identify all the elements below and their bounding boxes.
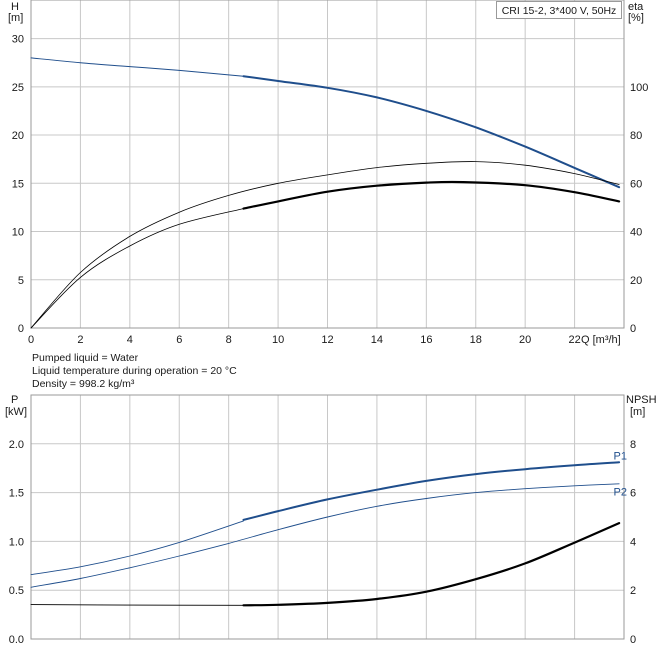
power-axis-unit: [kW]: [5, 406, 27, 418]
series-line: [242, 461, 621, 521]
plot-frame: [30, 394, 625, 640]
series-line: [30, 520, 244, 576]
y-right-tick-label: 2: [630, 585, 636, 597]
npsh-axis-label: NPSH: [626, 394, 657, 406]
y-right-tick-label: 40: [630, 227, 642, 239]
series-line: [242, 522, 621, 607]
y-right-tick-label: 80: [630, 130, 642, 142]
y-left-tick-label: 15: [12, 178, 24, 190]
flow-axis-label: Q [m³/h]: [581, 334, 621, 346]
series-line: [30, 604, 244, 606]
x-tick-label: 14: [371, 334, 383, 346]
y-left-tick-label: 0.5: [9, 585, 24, 597]
y-left-tick-label: 1.5: [9, 488, 24, 500]
y-left-tick-label: 0: [18, 323, 24, 335]
curves: [30, 57, 621, 607]
x-tick-label: 6: [176, 334, 182, 346]
head-axis-label: H: [11, 1, 19, 13]
series-line: [30, 161, 620, 329]
eta-axis-label: eta: [628, 1, 644, 13]
y-left-tick-label: 10: [12, 227, 24, 239]
y-left-tick-label: 0.0: [9, 634, 24, 646]
series-line: [242, 75, 621, 189]
y-right-tick-label: 20: [630, 275, 642, 287]
pumped-liquid-text: Pumped liquid = Water: [32, 352, 139, 364]
y-right-tick-label: 4: [630, 536, 636, 548]
x-tick-label: 22: [568, 334, 580, 346]
x-tick-label: 10: [272, 334, 284, 346]
y-left-tick-label: 25: [12, 82, 24, 94]
y-left-tick-label: 2.0: [9, 439, 24, 451]
x-tick-label: 16: [420, 334, 432, 346]
curve-labels: P1 P2: [614, 451, 627, 499]
series-label: P1: [614, 451, 627, 463]
plot-frame: [30, 0, 625, 329]
head-efficiency-grid: [30, 0, 625, 329]
power-axis-label: P: [11, 394, 18, 406]
y-right-tick-label: 0: [630, 323, 636, 335]
x-tick-label: 0: [28, 334, 34, 346]
y-right-tick-label: 0: [630, 634, 636, 646]
x-tick-label: 4: [127, 334, 133, 346]
y-right-tick-label: 8: [630, 439, 636, 451]
liquid-info: Pumped liquid = Water Liquid temperature…: [32, 352, 237, 391]
x-tick-label: 18: [470, 334, 482, 346]
y-left-tick-label: 20: [12, 130, 24, 142]
series-line: [242, 180, 621, 210]
y-left-tick-label: 30: [12, 34, 24, 46]
series-label: P2: [614, 487, 627, 499]
series-line: [30, 208, 244, 329]
liquid-temperature-text: Liquid temperature during operation = 20…: [32, 365, 237, 377]
y-right-tick-label: 100: [630, 82, 648, 94]
y-left-tick-label: 5: [18, 275, 24, 287]
x-tick-label: 8: [226, 334, 232, 346]
y-left-tick-label: 1.0: [9, 536, 24, 548]
series-line: [30, 57, 244, 77]
series-line: [30, 483, 620, 588]
x-tick-label: 12: [321, 334, 333, 346]
npsh-axis-unit: [m]: [630, 406, 645, 418]
x-tick-label: 20: [519, 334, 531, 346]
x-tick-label: 2: [77, 334, 83, 346]
density-text: Density = 998.2 kg/m³: [32, 378, 135, 390]
y-right-tick-label: 60: [630, 178, 642, 190]
eta-axis-unit: [%]: [628, 12, 644, 24]
y-right-tick-label: 6: [630, 488, 636, 500]
head-axis-unit: [m]: [8, 12, 23, 24]
model-label: CRI 15-2, 3*400 V, 50Hz: [496, 1, 622, 19]
